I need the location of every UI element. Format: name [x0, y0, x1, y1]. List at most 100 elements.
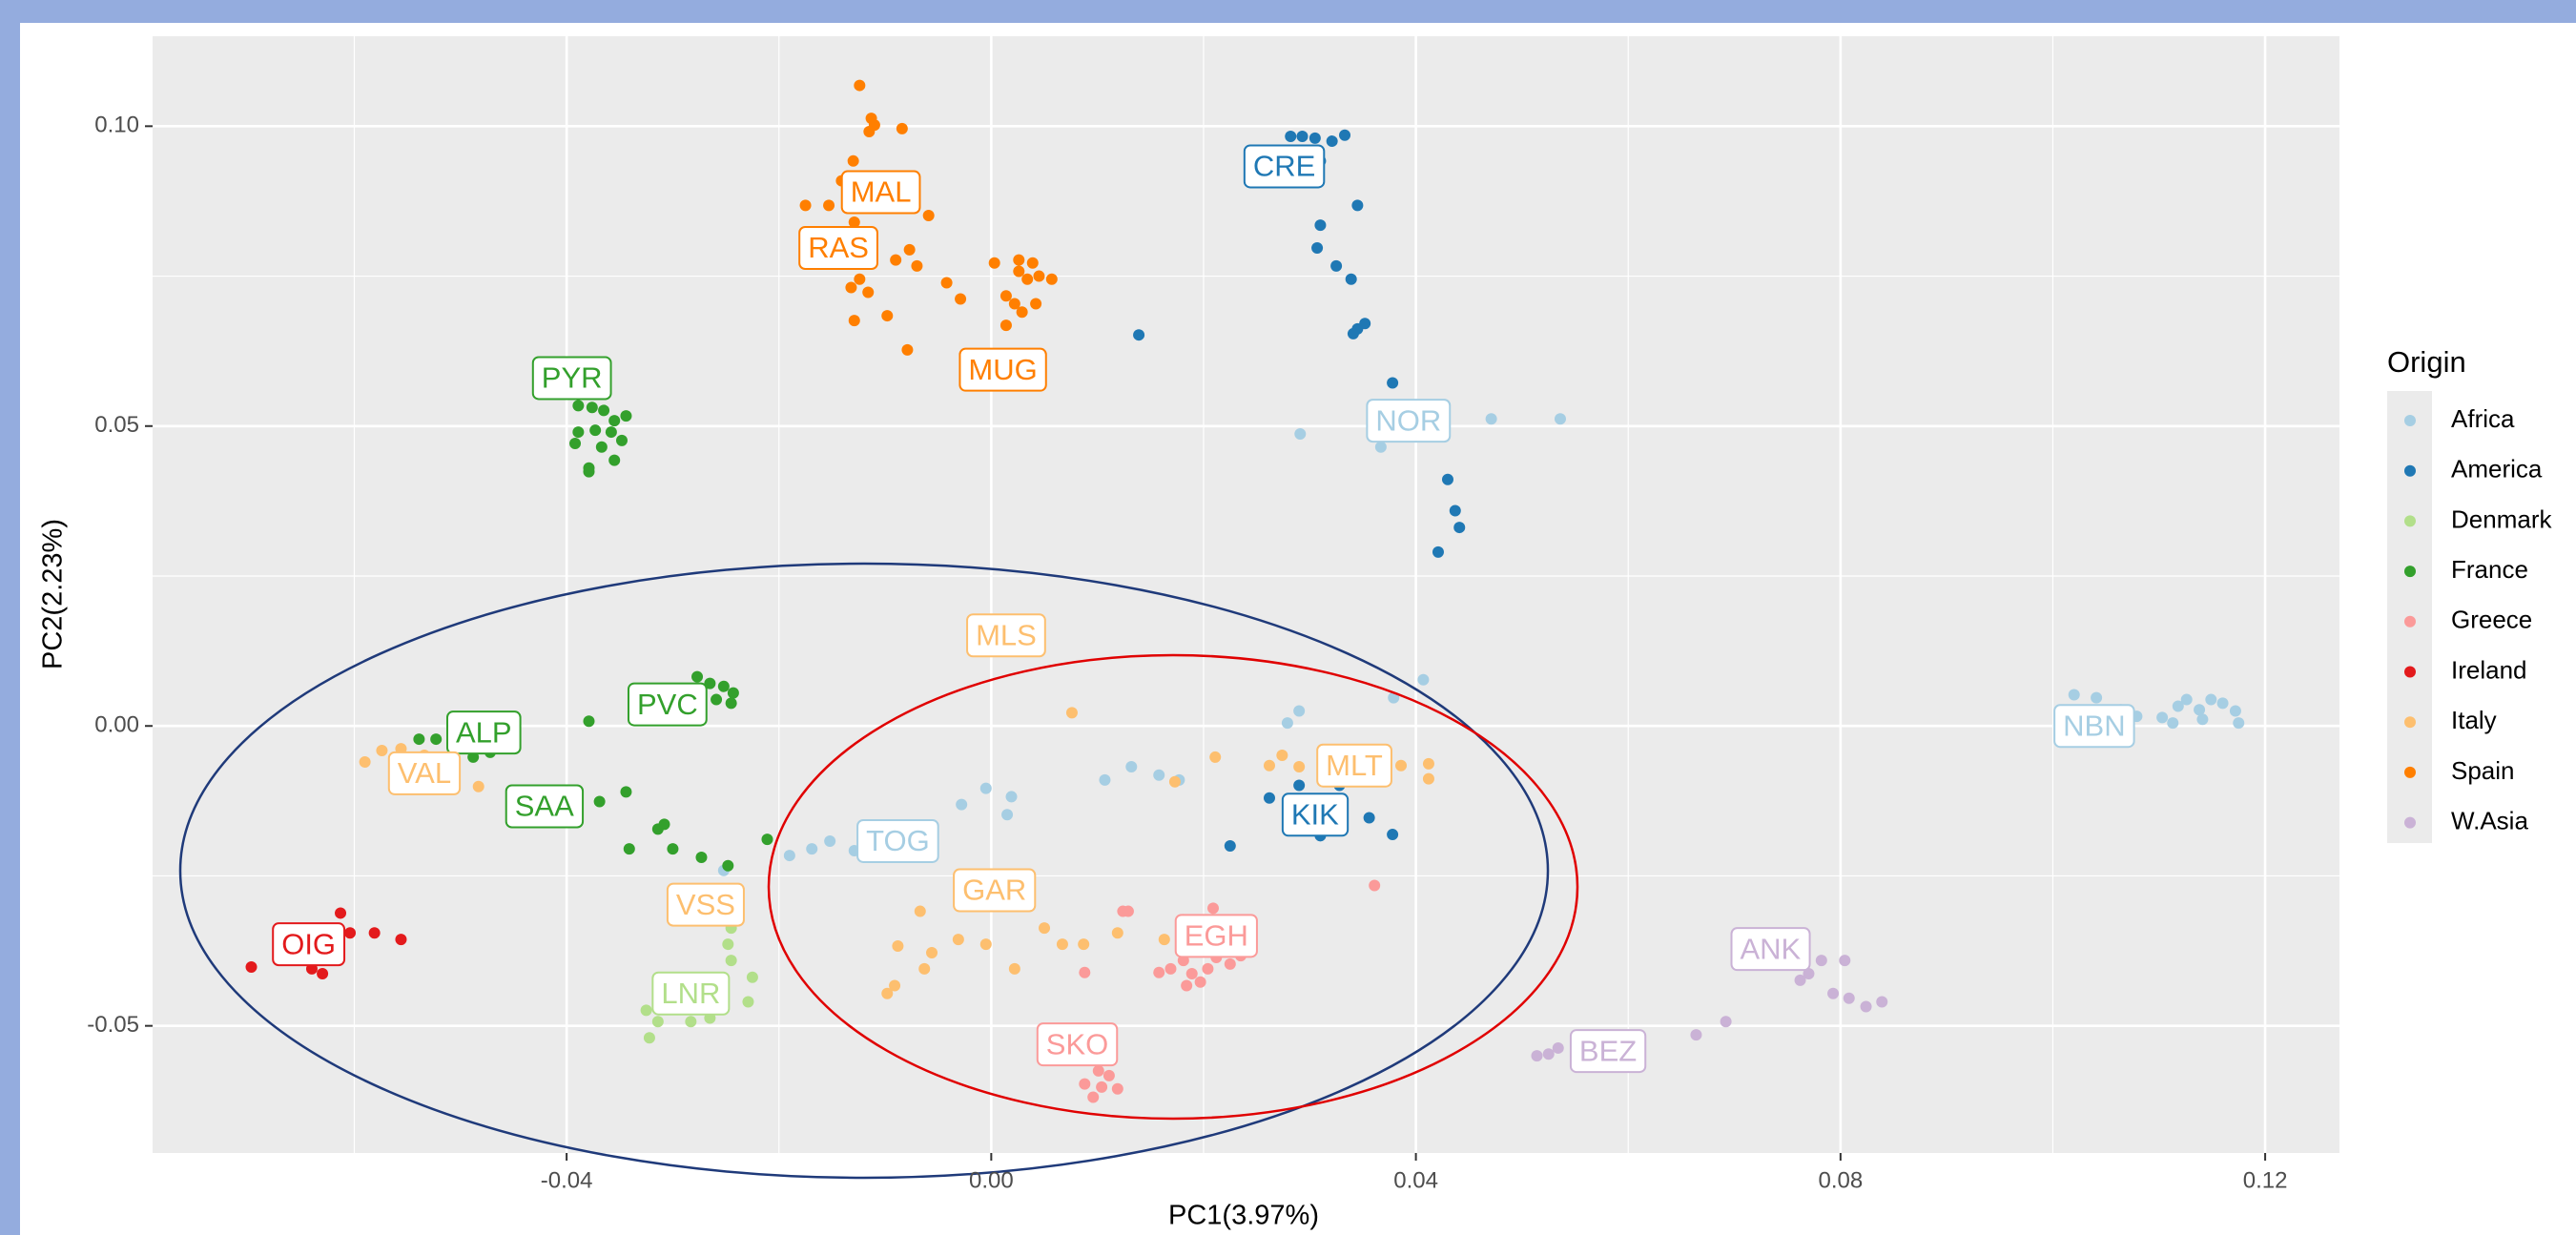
- point: [1311, 241, 1324, 254]
- point: [746, 971, 758, 983]
- x-tick-label: 0.00: [969, 1167, 1014, 1193]
- point: [1794, 974, 1806, 986]
- point: [1326, 135, 1338, 148]
- point: [1827, 987, 1840, 999]
- point-label-box: [666, 882, 745, 927]
- point: [1351, 199, 1364, 212]
- legend-label: France: [2451, 555, 2528, 584]
- point-label-text: BEZ: [1579, 1034, 1637, 1067]
- point: [711, 693, 723, 706]
- point-label: VAL: [387, 751, 462, 795]
- point: [1013, 254, 1025, 266]
- point-label-text: ANK: [1740, 932, 1801, 965]
- point-label: MUG: [958, 347, 1047, 392]
- point: [1111, 1082, 1123, 1095]
- x-tick-label: -0.04: [541, 1167, 593, 1193]
- point: [848, 315, 860, 327]
- point-label-text: NOR: [1375, 403, 1441, 437]
- point: [368, 927, 381, 939]
- point: [2172, 700, 2184, 712]
- point-label-box: [627, 682, 708, 727]
- point: [2068, 689, 2080, 701]
- point: [1039, 922, 1051, 935]
- x-tick-label: 0.12: [2243, 1167, 2288, 1193]
- point: [955, 293, 967, 305]
- point: [1185, 967, 1198, 979]
- point: [623, 843, 635, 855]
- y-tick-label: 0.00: [94, 712, 139, 738]
- point: [2156, 711, 2169, 724]
- point: [2194, 704, 2206, 716]
- point: [1164, 962, 1177, 975]
- point: [1158, 934, 1170, 946]
- point-label: ANK: [1730, 927, 1811, 972]
- point-label-text: MLS: [976, 618, 1037, 651]
- point: [1122, 905, 1134, 917]
- point: [1554, 413, 1566, 425]
- legend-marker: [2404, 666, 2416, 678]
- point-label-text: OIG: [281, 927, 336, 960]
- point-label: LNR: [651, 971, 731, 1016]
- point: [430, 733, 443, 746]
- point-label-box: [1036, 1022, 1119, 1067]
- point: [1087, 1091, 1100, 1103]
- legend-label: Africa: [2451, 404, 2515, 433]
- point: [1078, 938, 1090, 951]
- legend-label: Italy: [2451, 706, 2497, 734]
- point: [586, 401, 598, 414]
- point-label: TOG: [856, 818, 939, 863]
- point: [2091, 691, 2103, 704]
- point: [761, 834, 773, 846]
- point: [2167, 717, 2179, 730]
- point-label: CRE: [1243, 144, 1326, 189]
- panel: [153, 36, 2339, 1153]
- point: [569, 438, 582, 450]
- point: [1285, 131, 1297, 143]
- point: [824, 834, 836, 847]
- point: [988, 257, 1000, 269]
- point: [1395, 759, 1408, 772]
- point: [1309, 132, 1321, 144]
- point: [1202, 962, 1214, 975]
- y-tick-label: 0.05: [94, 412, 139, 438]
- point: [911, 259, 923, 272]
- point: [863, 125, 876, 137]
- point: [1293, 760, 1306, 772]
- point: [1417, 673, 1430, 686]
- point: [620, 786, 632, 798]
- legend-marker: [2404, 415, 2416, 426]
- point: [1033, 270, 1045, 282]
- point: [940, 277, 953, 289]
- point: [1013, 265, 1025, 278]
- point-label-text: NBN: [2063, 709, 2125, 742]
- legend-label: America: [2451, 455, 2543, 484]
- point: [725, 697, 737, 710]
- point: [572, 426, 585, 439]
- legend-label: Denmark: [2451, 504, 2552, 533]
- point: [1449, 504, 1461, 517]
- point-label: BEZ: [1569, 1029, 1647, 1074]
- point: [862, 286, 875, 298]
- point: [1485, 413, 1497, 425]
- point: [1293, 779, 1306, 792]
- point: [854, 79, 866, 92]
- point-label-box: [272, 922, 346, 967]
- point-label: NOR: [1366, 399, 1452, 443]
- point-label: PYR: [531, 356, 612, 401]
- point-label: EGH: [1174, 914, 1258, 958]
- point: [598, 404, 610, 417]
- point: [890, 254, 902, 266]
- point: [1422, 772, 1434, 785]
- point: [1803, 967, 1815, 979]
- legend-label: W.Asia: [2451, 806, 2528, 834]
- point-label: GAR: [953, 868, 1037, 913]
- point-label-text: MUG: [968, 353, 1037, 386]
- point-label-text: PVC: [637, 688, 698, 721]
- point: [901, 343, 914, 356]
- point: [783, 850, 795, 862]
- legend: Africa America Denmark France Greece Ireland I…: [2404, 404, 2552, 834]
- point-label-box: [966, 613, 1046, 658]
- point: [1369, 879, 1381, 892]
- point-label-box: [1569, 1029, 1647, 1074]
- point: [1815, 955, 1827, 967]
